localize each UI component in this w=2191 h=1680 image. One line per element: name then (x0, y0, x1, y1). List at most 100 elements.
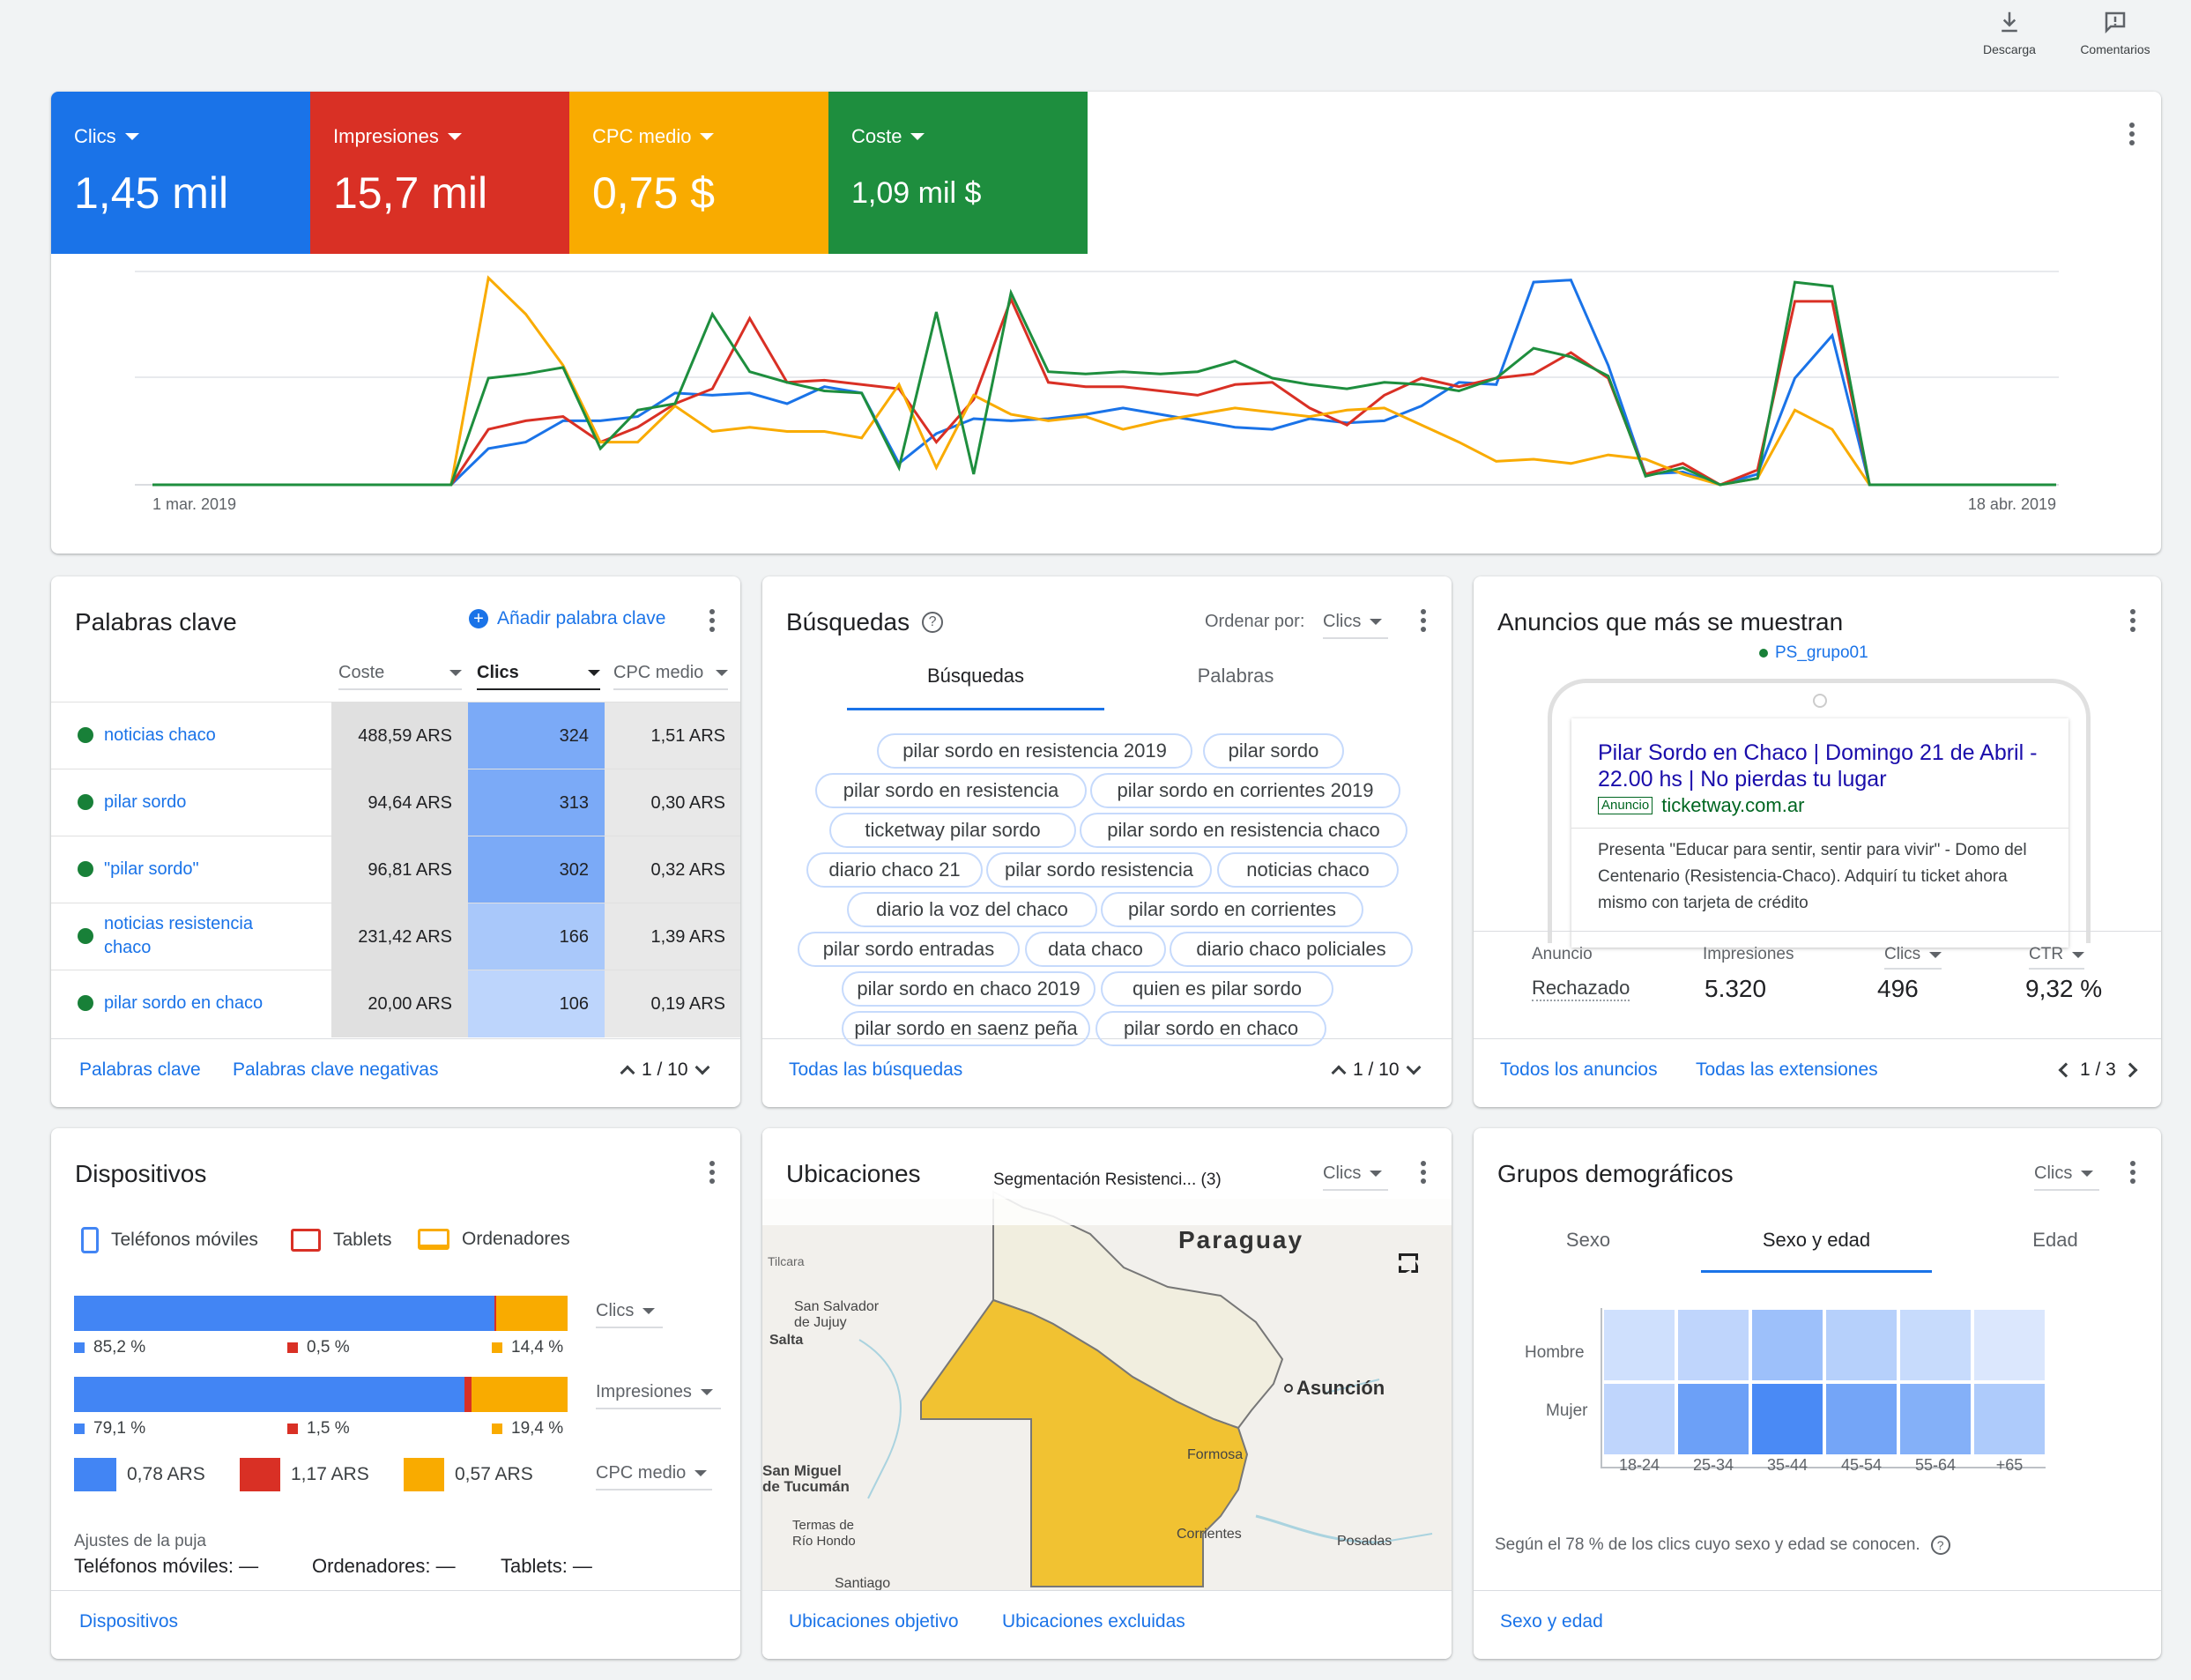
heatmap-cell[interactable] (1900, 1310, 1971, 1380)
metric-select[interactable]: Clics (2034, 1163, 2099, 1191)
all-searches-link[interactable]: Todas las búsquedas (789, 1059, 963, 1080)
table-row[interactable]: noticias chaco 488,59 ARS 324 1,51 ARS (51, 702, 740, 769)
tab-sex[interactable]: Sexo (1565, 1229, 1611, 1251)
tab-sex-and-age[interactable]: Sexo y edad (1701, 1229, 1932, 1273)
more-options-icon[interactable] (1410, 1155, 1437, 1190)
comments-button[interactable]: Comentarios (2076, 9, 2155, 56)
negative-keywords-link[interactable]: Palabras clave negativas (233, 1059, 439, 1080)
metric-select[interactable]: Clics (1323, 1163, 1388, 1191)
chevron-down-icon[interactable] (694, 1059, 710, 1075)
table-row[interactable]: "pilar sordo" 96,81 ARS 302 0,32 ARS (51, 836, 740, 903)
keyword-link[interactable]: noticias resistencia chaco (104, 914, 253, 957)
more-options-icon[interactable] (699, 603, 725, 638)
sex-and-age-link[interactable]: Sexo y edad (1500, 1611, 1603, 1632)
order-by-select[interactable]: Clics (1323, 612, 1388, 639)
tab-age[interactable]: Edad (2032, 1229, 2078, 1251)
series-line[interactable] (152, 280, 2056, 487)
help-icon[interactable]: ? (1930, 1535, 1950, 1555)
more-options-icon[interactable] (699, 1155, 725, 1190)
all-ads-link[interactable]: Todos los anuncios (1500, 1059, 1658, 1080)
col-header-avg-cpc[interactable]: CPC medio (613, 663, 728, 690)
ad-headline[interactable]: Pilar Sordo en Chaco | Domingo 21 de Abr… (1598, 740, 2038, 792)
heatmap-cell[interactable] (1974, 1310, 2045, 1380)
stat-header-ctr[interactable]: CTR (2029, 945, 2085, 970)
heatmap-cell[interactable] (1826, 1310, 1897, 1380)
search-term-chip[interactable]: pilar sordo en chaco 2019 (842, 971, 1096, 1007)
series-line[interactable] (152, 295, 2056, 487)
search-term-chip[interactable]: noticias chaco (1217, 852, 1399, 888)
search-term-chip[interactable]: pilar sordo en corrientes 2019 (1090, 773, 1400, 808)
metric-tile-clicks[interactable]: Clics 1,45 mil (51, 92, 310, 254)
heatmap-cell[interactable] (1604, 1310, 1675, 1380)
search-term-chip[interactable]: diario chaco policiales (1170, 932, 1413, 967)
metric-tile-cost[interactable]: Coste 1,09 mil $ (828, 92, 1088, 254)
excluded-locations-link[interactable]: Ubicaciones excluidas (1002, 1611, 1185, 1632)
heatmap-cell[interactable] (1752, 1310, 1823, 1380)
heatmap-cell[interactable] (1604, 1384, 1675, 1454)
series-line[interactable] (152, 279, 2056, 487)
map-label-city: Termas de Río Hondo (792, 1518, 856, 1549)
keyword-link[interactable]: "pilar sordo" (104, 859, 199, 879)
chevron-left-icon[interactable] (2058, 1062, 2074, 1078)
series-line[interactable] (152, 275, 2056, 487)
search-term-chip[interactable]: pilar sordo entradas (798, 932, 1020, 967)
chevron-up-icon[interactable] (1331, 1065, 1347, 1081)
metric-tile-avg-cpc[interactable]: CPC medio 0,75 $ (569, 92, 828, 254)
devices-link[interactable]: Dispositivos (79, 1611, 179, 1632)
metric-select-clicks[interactable]: Clics (596, 1301, 663, 1328)
search-term-chip[interactable]: quien es pilar sordo (1101, 971, 1333, 1007)
card-footer-divider (51, 1590, 740, 1591)
search-term-chip[interactable]: pilar sordo en saenz peña (842, 1011, 1090, 1046)
chevron-right-icon[interactable] (2122, 1062, 2138, 1078)
search-term-chip[interactable]: pilar sordo en resistencia chaco (1080, 813, 1407, 848)
more-options-icon[interactable] (2120, 603, 2146, 638)
segment-label[interactable]: Segmentación Resistenci... (3) (993, 1171, 1222, 1189)
search-term-chip[interactable]: pilar sordo en resistencia 2019 (877, 733, 1192, 769)
keywords-link[interactable]: Palabras clave (79, 1059, 201, 1080)
keyword-link[interactable]: pilar sordo en chaco (104, 993, 264, 1013)
heatmap-cell[interactable] (1752, 1384, 1823, 1454)
all-extensions-link[interactable]: Todas las extensiones (1696, 1059, 1878, 1080)
search-term-chip[interactable]: diario chaco 21 (806, 852, 983, 888)
keyword-link[interactable]: pilar sordo (104, 792, 187, 812)
table-row[interactable]: noticias resistencia chaco 231,42 ARS 166 1… (51, 903, 740, 970)
heatmap-cell[interactable] (1678, 1310, 1749, 1380)
ad-stats-divider (1474, 931, 2161, 932)
search-term-chip[interactable]: diario la voz del chaco (847, 892, 1097, 927)
col-header-clicks[interactable]: Clics (477, 663, 600, 690)
card-footer-divider (1474, 1038, 2161, 1039)
heatmap-cell[interactable] (1678, 1384, 1749, 1454)
metric-select-impressions[interactable]: Impresiones (596, 1382, 721, 1409)
search-term-chip[interactable]: pilar sordo en corrientes (1101, 892, 1363, 927)
download-button[interactable]: Descarga (1983, 9, 2036, 56)
table-row[interactable]: pilar sordo en chaco 20,00 ARS 106 0,19 ARS (51, 970, 740, 1037)
search-term-chip[interactable]: pilar sordo en resistencia (815, 773, 1087, 808)
search-term-chip[interactable]: ticketway pilar sordo (829, 813, 1076, 848)
ad-group-name: PS_grupo01 (1775, 643, 1868, 662)
add-keyword-button[interactable]: + Añadir palabra clave (469, 608, 665, 629)
more-options-icon[interactable] (1410, 603, 1437, 638)
chevron-up-icon[interactable] (620, 1065, 635, 1081)
tab-words[interactable]: Palabras (1197, 665, 1274, 687)
more-options-icon[interactable] (2120, 1155, 2146, 1190)
stat-header-clicks[interactable]: Clics (1884, 945, 1942, 970)
metric-tile-impressions[interactable]: Impresiones 15,7 mil (310, 92, 569, 254)
heatmap-cell[interactable] (1826, 1384, 1897, 1454)
search-term-chip[interactable]: pilar sordo resistencia (986, 852, 1212, 888)
chevron-down-icon[interactable] (1406, 1059, 1422, 1075)
more-options-icon[interactable] (2119, 116, 2145, 152)
cell-clicks: 324 (468, 702, 605, 769)
metric-select-cpc[interactable]: CPC medio (596, 1463, 712, 1490)
tab-searches[interactable]: Búsquedas (847, 665, 1104, 710)
search-term-chip[interactable]: data chaco (1025, 932, 1166, 967)
target-locations-link[interactable]: Ubicaciones objetivo (789, 1611, 959, 1632)
help-icon[interactable]: ? (922, 612, 944, 633)
table-row[interactable]: pilar sordo 94,64 ARS 313 0,30 ARS (51, 769, 740, 836)
col-header-cost[interactable]: Coste (338, 663, 462, 690)
map-label-city: Formosa (1187, 1447, 1244, 1462)
keyword-link[interactable]: noticias chaco (104, 725, 216, 745)
heatmap-cell[interactable] (1900, 1384, 1971, 1454)
heatmap-cell[interactable] (1974, 1384, 2045, 1454)
search-term-chip[interactable]: pilar sordo en chaco (1096, 1011, 1326, 1046)
search-term-chip[interactable]: pilar sordo (1203, 733, 1344, 769)
